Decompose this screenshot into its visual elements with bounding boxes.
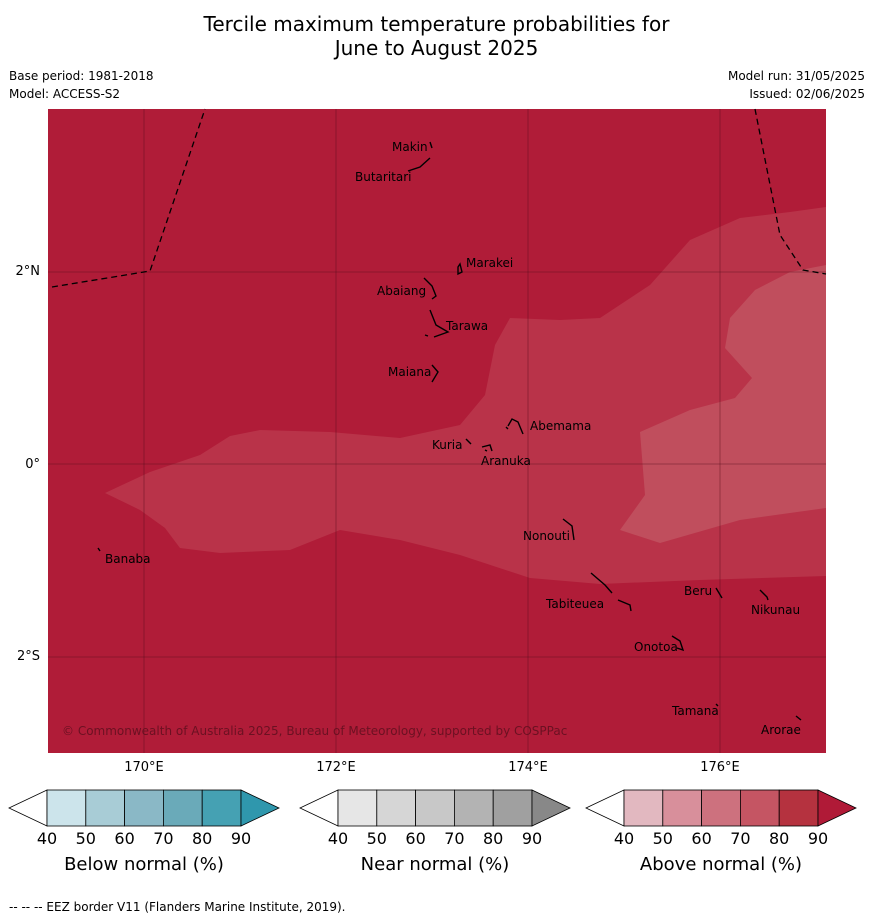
colorbar-1 <box>299 789 571 827</box>
colorbar-0-tick: 50 <box>75 829 96 848</box>
colorbar-0-bin-1 <box>85 789 126 827</box>
colorbar-2-bin-2 <box>701 789 741 827</box>
colorbar-1-bin-2 <box>415 789 455 827</box>
island-label-beru: Beru <box>684 584 712 598</box>
island-label-butaritari: Butaritari <box>355 170 412 184</box>
island-labels: Makin Butaritari Marakei Abaiang Tarawa … <box>105 140 801 737</box>
island-label-nonouti: Nonouti <box>523 529 570 543</box>
colorbar-1-tick: 80 <box>483 829 504 848</box>
colorbar-2-tick: 40 <box>613 829 635 848</box>
colorbar-2-bin-1 <box>662 789 702 827</box>
map-region-low <box>620 265 826 543</box>
colorbar-2-bin-3 <box>740 789 780 827</box>
island-label-abemama: Abemama <box>530 419 591 433</box>
colorbar-1-extend-low <box>299 789 339 827</box>
colorbars <box>8 789 857 827</box>
colorbar-2-tick: 60 <box>691 829 712 848</box>
colorbar-1-tick: 60 <box>405 829 426 848</box>
colorbar-0-tick: 60 <box>114 829 135 848</box>
lon-tick-172: 172°E <box>316 760 356 775</box>
colorbar-2-extend-high <box>817 789 857 827</box>
colorbar-0-extend-low <box>8 789 48 827</box>
island-label-onotoa: Onotoa <box>634 640 678 654</box>
copyright-notice: © Commonwealth of Australia 2025, Bureau… <box>62 724 568 738</box>
island-label-marakei: Marakei <box>466 256 513 270</box>
colorbar-1-tick: 50 <box>366 829 387 848</box>
eez-legend: -- -- -- EEZ border V11 (Flanders Marine… <box>9 900 346 914</box>
lon-tick-174: 174°E <box>508 760 548 775</box>
meta-left: Base period: 1981-2018 Model: ACCESS-S2 <box>9 69 154 105</box>
title-line-1: Tercile maximum temperature probabilitie… <box>203 12 670 36</box>
colorbar-1-tick: 90 <box>521 829 543 848</box>
colorbar-2-tick: 50 <box>652 829 673 848</box>
title-line-2: June to August 2025 <box>334 36 539 60</box>
meta-right: Model run: 31/05/2025 Issued: 02/06/2025 <box>728 69 865 105</box>
island-label-arorae: Arorae <box>761 723 801 737</box>
island-label-tabiteuea: Tabiteuea <box>545 597 604 611</box>
colorbar-0-extend-high <box>240 789 280 827</box>
colorbar-1-bin-0 <box>337 789 378 827</box>
eez-border <box>51 108 827 288</box>
colorbar-0-title: Below normal (%) <box>64 854 224 875</box>
colorbar-0 <box>8 789 280 827</box>
colorbar-0-tick: 80 <box>192 829 213 848</box>
colorbar-0-bin-3 <box>162 789 203 827</box>
graticule <box>48 109 826 753</box>
colorbar-0-tick: 40 <box>36 829 58 848</box>
colorbar-2-title: Above normal (%) <box>639 854 803 875</box>
colorbar-2 <box>585 789 857 827</box>
island-label-kuria: Kuria <box>432 438 463 452</box>
colorbar-1-tick: 40 <box>327 829 349 848</box>
colorbar-1-bin-4 <box>492 789 533 827</box>
model-run: Model run: 31/05/2025 <box>727 69 865 83</box>
colorbar-1-extend-high <box>531 789 571 827</box>
island-label-maiana: Maiana <box>388 365 431 379</box>
island-label-tamana: Tamana <box>671 704 719 718</box>
lat-tick-0: 0° <box>25 457 40 472</box>
colorbar-1-tick: 70 <box>444 829 465 848</box>
colorbar-2-extend-low <box>585 789 625 827</box>
colorbar-2-bin-4 <box>778 789 819 827</box>
colorbar-0-bin-0 <box>46 789 87 827</box>
model-name: Model: ACCESS-S2 <box>9 87 121 101</box>
island-label-makin: Makin <box>392 140 428 154</box>
lon-tick-176: 176°E <box>700 760 740 775</box>
colorbar-1-bin-1 <box>376 789 416 827</box>
island-label-aranuka: Aranuka <box>481 454 531 468</box>
colorbar-2-bin-0 <box>623 789 664 827</box>
colorbar-0-tick: 90 <box>230 829 252 848</box>
lon-tick-170: 170°E <box>124 760 164 775</box>
colorbar-0-tick: 70 <box>153 829 174 848</box>
island-label-tarawa: Tarawa <box>445 319 488 333</box>
island-label-banaba: Banaba <box>105 552 151 566</box>
base-period: Base period: 1981-2018 <box>9 69 154 83</box>
colorbar-1-title: Near normal (%) <box>360 854 510 875</box>
colorbar-0-bin-4 <box>201 789 242 827</box>
island-shapes <box>97 141 802 721</box>
colorbar-1-bin-3 <box>453 789 494 827</box>
chart-title: Tercile maximum temperature probabilitie… <box>0 12 873 60</box>
colorbar-0-bin-2 <box>124 789 164 827</box>
lat-tick-2s: 2°S <box>16 649 40 664</box>
colorbar-2-tick: 70 <box>730 829 751 848</box>
island-label-nikunau: Nikunau <box>751 603 800 617</box>
issued-date: Issued: 02/06/2025 <box>749 87 865 101</box>
lat-tick-2n: 2°N <box>15 264 41 279</box>
island-label-abaiang: Abaiang <box>377 284 426 298</box>
colorbar-2-tick: 80 <box>769 829 790 848</box>
colorbar-2-tick: 90 <box>807 829 829 848</box>
